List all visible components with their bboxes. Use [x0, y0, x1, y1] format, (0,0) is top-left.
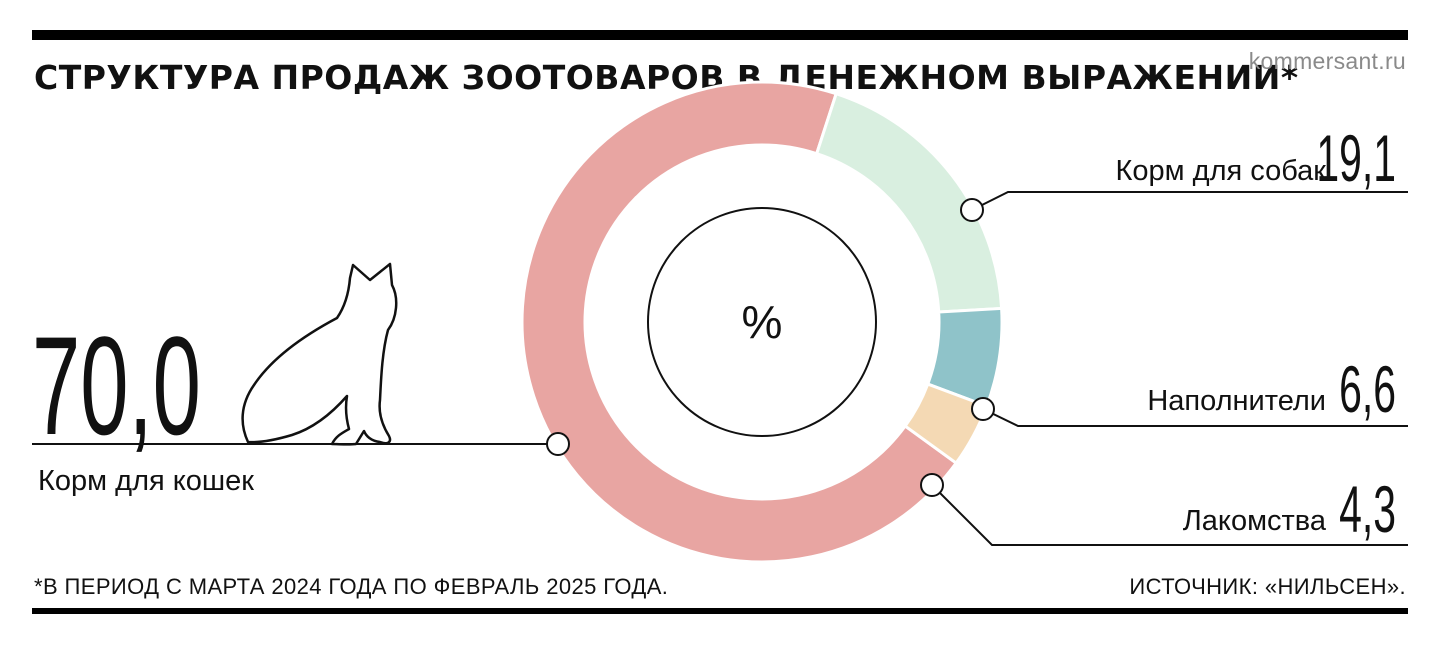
chart-title: СТРУКТУРА ПРОДАЖ ЗООТОВАРОВ В ДЕНЕЖНОМ В… [34, 58, 1299, 97]
label-dog-food: Корм для собак [1116, 155, 1327, 187]
marker-cat-food [546, 432, 570, 456]
footnote: *В ПЕРИОД С МАРТА 2024 ГОДА ПО ФЕВРАЛЬ 2… [34, 574, 669, 599]
cat-silhouette-icon [241, 262, 398, 446]
label-cat-food: Корм для кошек [38, 465, 254, 497]
source-note: ИСТОЧНИК: «НИЛЬСЕН». [1129, 574, 1406, 599]
value-cat-food: 70,0 [32, 308, 201, 464]
value-dog-food: 19,1 [1316, 121, 1396, 196]
center-label: % [742, 296, 783, 348]
leader-line-dog-food [971, 191, 1408, 211]
site-label: kommersant.ru [1248, 48, 1406, 74]
label-fillers: Наполнители [1147, 385, 1326, 417]
inner-circle [647, 207, 877, 437]
marker-treats [920, 473, 944, 497]
bottom-rule [32, 608, 1408, 614]
slice-cat-food [520, 80, 959, 564]
leader-line-fillers [982, 408, 1408, 427]
label-treats: Лакомства [1183, 505, 1327, 537]
marker-fillers [971, 397, 995, 421]
value-treats: 4,3 [1339, 472, 1396, 547]
value-fillers: 6,6 [1339, 352, 1396, 427]
slice-treats [903, 382, 989, 466]
leader-line-treats [931, 484, 1408, 546]
marker-dog-food [960, 198, 984, 222]
top-rule [32, 30, 1408, 40]
